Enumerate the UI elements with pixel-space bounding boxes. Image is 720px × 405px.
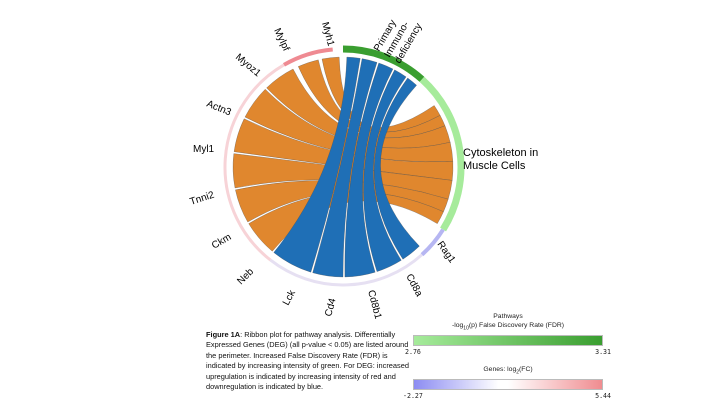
gene-label-tnni2: Tnni2 [189,190,217,208]
ring-segment-cytoskeleton [419,76,465,232]
perimeter-ring [223,45,465,287]
ring-segment-myh1-mylpf [283,47,333,67]
gene-label-myl1: Myl1 [193,144,215,155]
figure-caption: Figure 1A: Ribbon plot for pathway analy… [206,330,418,392]
gene-label-neb: Neb [235,266,256,287]
caption-text: : Ribbon plot for pathway analysis. Diff… [206,330,409,392]
pathway-fdr-legend: Pathways -log10(p) False Discovery Rate … [405,312,611,358]
gene-label-ckm: Ckm [210,232,233,252]
ring-segment-muscle-genes [223,63,285,262]
gene-label-rag1: Rag1 [435,239,458,265]
genes-legend-title: Genes: log2(FC) [483,366,533,376]
svg-text:Muscle Cells: Muscle Cells [463,160,526,172]
gene-label-myoz1: Myoz1 [233,52,263,80]
gene-label-cd8a: Cd8a [403,272,424,299]
caption-label: Figure 1A [206,330,241,339]
ribbons-group [232,56,454,278]
pathway-label-cytoskeleton: Cytoskeleton in Muscle Cells [463,147,538,172]
pathway-legend-ticks: 2.76 3.31 [405,348,611,358]
pathway-legend-title-line1: Pathways [493,313,523,320]
gene-label-mylpf: Mylpf [271,27,291,54]
svg-text:Cytoskeleton in: Cytoskeleton in [463,147,538,159]
ribbon-ckm [235,180,449,223]
ring-segment-rag1 [420,228,445,257]
genes-legend-ticks: -2.27 5.44 [403,392,611,402]
genes-logfc-legend: Genes: log2(FC) -2.27 5.44 [403,365,611,402]
ring-segment-primary-immunodeficiency [342,45,425,82]
ribbon-cd4 [312,58,378,278]
pathway-gradient-bar [413,335,603,347]
ring-segment-immune-genes [269,253,423,287]
genes-gradient-bar [413,379,603,391]
pathway-legend-min: 2.76 [405,348,421,357]
pathway-legend-title-line2: -log10(p) False Discovery Rate (FDR) [451,322,565,332]
gene-label-myh1: Myh1 [319,21,336,48]
ribbon-cd8a [363,69,407,272]
gene-label-actn3: Actn3 [205,99,233,119]
ribbon-lck [273,56,361,273]
gene-label-lck: Lck [281,288,298,308]
gene-label-cd8b1: Cd8b1 [365,289,383,321]
genes-legend-min: -2.27 [403,392,423,401]
ribbon-rag1 [373,77,420,260]
gene-label-cd4: Cd4 [323,297,338,318]
genes-legend-max: 5.44 [595,392,611,401]
ribbon-cd8b1 [344,62,394,278]
pathway-legend-max: 3.31 [595,348,611,357]
